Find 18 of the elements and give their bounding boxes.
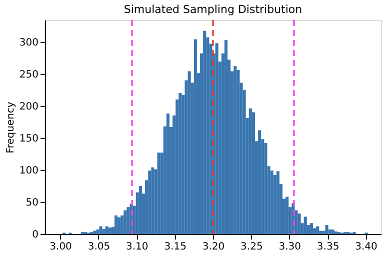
y-axis-title: Frequency xyxy=(5,102,16,154)
x-tick-label: 3.40 xyxy=(355,242,378,252)
x-tick-label: 3.30 xyxy=(278,242,301,252)
y-tick-label: 200 xyxy=(19,101,38,112)
y-tick-label: 50 xyxy=(26,197,38,208)
y-tick-label: 150 xyxy=(19,133,38,144)
y-tick-label: 300 xyxy=(19,37,38,48)
y-tick-label: 0 xyxy=(32,230,38,240)
x-tick-label: 3.00 xyxy=(50,242,72,252)
x-tick-label: 3.20 xyxy=(202,242,225,252)
chart-title: Simulated Sampling Distribution xyxy=(124,3,302,16)
x-tick-label: 3.15 xyxy=(164,242,186,252)
y-tick-label: 250 xyxy=(19,69,38,80)
x-tick-label: 3.35 xyxy=(316,242,340,252)
x-tick-label: 3.25 xyxy=(240,242,263,252)
x-tick-label: 3.05 xyxy=(88,242,110,252)
x-tick-label: 3.10 xyxy=(126,242,148,252)
y-tick-label: 100 xyxy=(19,165,38,176)
